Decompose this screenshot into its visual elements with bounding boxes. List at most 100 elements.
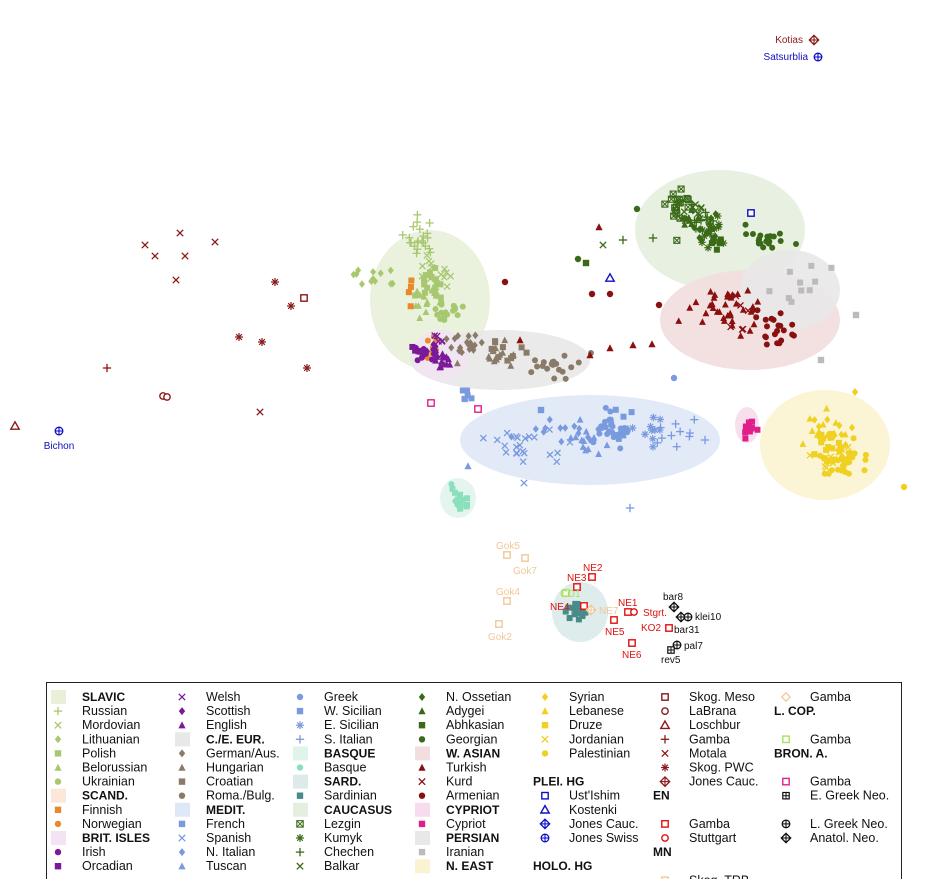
point-belorussian xyxy=(420,292,428,300)
ancient-sample-point xyxy=(585,604,597,616)
point-georgian xyxy=(777,238,784,245)
point-cypriot xyxy=(742,435,749,442)
point-roma-bulg- xyxy=(531,357,538,364)
point-s-italian xyxy=(685,432,694,441)
point-syrian xyxy=(815,422,822,431)
point-s-italian xyxy=(690,415,699,424)
point-lithuanian xyxy=(358,280,365,288)
point-german-aus- xyxy=(472,331,479,340)
point-georgian xyxy=(776,230,783,237)
ancient-sample-point xyxy=(808,34,820,46)
point-iranian xyxy=(788,298,795,305)
point-armenian xyxy=(750,307,757,314)
ancient-sample-point xyxy=(813,52,823,62)
point-druze xyxy=(811,451,818,458)
point-turkish xyxy=(713,308,721,315)
point-lebanese xyxy=(819,420,827,428)
point-abhkasian xyxy=(713,246,720,253)
sample-label: Gok4 xyxy=(496,587,520,598)
point-turkish xyxy=(675,317,683,324)
population-regions xyxy=(370,170,890,642)
point-english xyxy=(433,353,441,360)
point-armenian xyxy=(777,322,784,329)
point-iranian xyxy=(828,264,835,271)
point-croatian xyxy=(504,357,511,364)
point-e-sicilian xyxy=(646,422,655,431)
ancient-sample-point xyxy=(102,363,112,373)
point-jordanian xyxy=(821,462,829,470)
point-greek xyxy=(617,445,624,452)
point-syrian xyxy=(824,415,831,424)
point-armenian xyxy=(789,321,796,328)
point-georgian xyxy=(767,233,774,240)
ancient-sample-point xyxy=(610,616,618,624)
sample-label: bar31 xyxy=(674,625,700,636)
point-russian xyxy=(421,242,430,251)
point-lebanese xyxy=(832,419,840,426)
point-turkish xyxy=(721,300,729,308)
ancient-sample-point xyxy=(474,405,482,413)
point-mordovian xyxy=(441,265,449,273)
sample-label: bar8 xyxy=(663,592,683,603)
point-roma-bulg- xyxy=(562,375,569,382)
point-kurd xyxy=(732,292,740,300)
point-greek xyxy=(607,416,614,423)
point-lithuanian xyxy=(387,266,394,275)
point-palestinian xyxy=(829,458,836,465)
point-russian xyxy=(410,242,419,251)
point-greek xyxy=(598,423,605,430)
point-tuscan xyxy=(595,450,603,457)
point-turkish xyxy=(710,294,718,301)
point-basque-sq xyxy=(458,496,465,503)
point-chechen xyxy=(702,215,711,224)
point-spanish xyxy=(502,448,510,456)
point-jordanian xyxy=(806,451,814,459)
point-finnish xyxy=(407,303,414,310)
point-welsh xyxy=(435,337,442,345)
ancient-sample-point xyxy=(851,388,859,396)
point-turkish xyxy=(744,286,752,294)
point-druze xyxy=(827,434,834,441)
point-georgian xyxy=(765,240,772,247)
point-palestinian xyxy=(828,467,835,474)
ancient-sample-point xyxy=(668,601,680,613)
point-lezgin xyxy=(675,199,683,207)
point-tuscan xyxy=(567,434,575,441)
point-basque-sq xyxy=(457,505,464,512)
point-turkish xyxy=(720,314,728,321)
point-spanish xyxy=(512,443,520,451)
point-druze xyxy=(829,445,836,452)
point-georgian xyxy=(793,241,800,248)
point-adygei xyxy=(688,220,695,228)
point-druze xyxy=(820,435,827,442)
sample-label: NE7 xyxy=(599,606,619,617)
point-russian xyxy=(413,218,422,227)
point-belorussian xyxy=(416,314,424,321)
point-e-sicilian xyxy=(656,415,664,424)
point-ukrainian xyxy=(459,303,466,310)
point-roma-bulg- xyxy=(528,369,535,376)
point-e-sicilian xyxy=(648,435,657,443)
point-lithuanian xyxy=(377,269,384,278)
point-georgian xyxy=(749,231,756,238)
point-russian xyxy=(412,249,421,258)
point-basque-sq xyxy=(464,501,471,508)
point-tuscan xyxy=(582,427,590,435)
point-armenian xyxy=(764,323,771,330)
point-s-italian xyxy=(671,419,680,428)
point-french xyxy=(461,395,468,402)
point-ukrainian xyxy=(438,299,445,306)
point-english xyxy=(432,357,440,364)
point-scottish xyxy=(420,351,427,359)
point-sardinian xyxy=(571,611,578,618)
point-russian xyxy=(423,229,432,238)
point-polish xyxy=(421,289,428,296)
point-lezgin xyxy=(683,194,691,203)
ancient-sample-point xyxy=(900,483,908,491)
point-spanish xyxy=(512,432,520,440)
ancient-sample-point xyxy=(516,336,524,344)
ancient-sample-point xyxy=(427,399,435,407)
point-french xyxy=(464,387,471,394)
point-lebanese xyxy=(841,430,849,438)
point-roma-bulg- xyxy=(534,363,541,370)
